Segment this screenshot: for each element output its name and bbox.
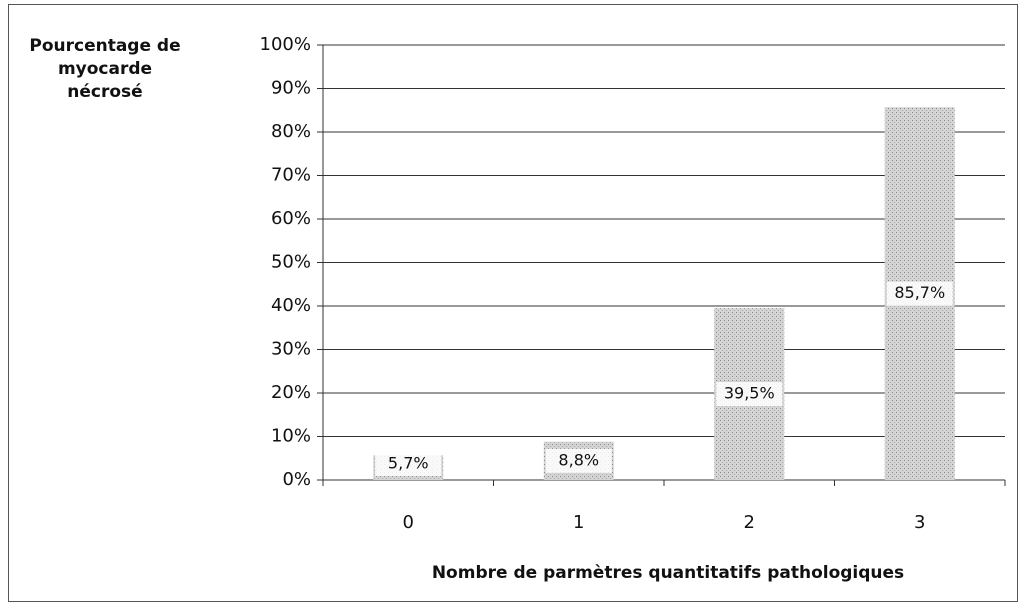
y-tick-label: 60%: [271, 208, 311, 229]
y-axis-label: Pourcentage de myocarde nécrosé: [29, 36, 181, 102]
y-tick-label: 30%: [271, 339, 311, 360]
value-label-box: [886, 281, 953, 306]
y-tick-label: 20%: [271, 382, 311, 403]
x-tick-label: 1: [573, 512, 584, 533]
value-label-box: [545, 448, 612, 473]
y-tick-label: 80%: [271, 121, 311, 142]
value-label: 85,7%: [894, 283, 945, 302]
value-label-box: [375, 452, 442, 476]
y-tick-label: 0%: [282, 469, 311, 490]
y-tick-label: 90%: [271, 78, 311, 99]
x-tick-label: 2: [744, 512, 755, 533]
value-label: 39,5%: [724, 384, 775, 403]
x-axis-label: Nombre de parmètres quantitatifs patholo…: [432, 563, 904, 583]
x-tick-label: 3: [914, 512, 925, 533]
value-label: 8,8%: [558, 450, 599, 469]
value-label: 5,7%: [388, 454, 429, 473]
y-tick-label: 100%: [260, 34, 311, 55]
y-tick-label: 70%: [271, 165, 311, 186]
y-tick-label: 40%: [271, 295, 311, 316]
y-tick-label: 10%: [271, 426, 311, 447]
value-label-box: [716, 382, 783, 407]
chart-frame: [8, 4, 1018, 602]
x-tick-label: 0: [403, 512, 414, 533]
y-tick-label: 50%: [271, 252, 311, 273]
